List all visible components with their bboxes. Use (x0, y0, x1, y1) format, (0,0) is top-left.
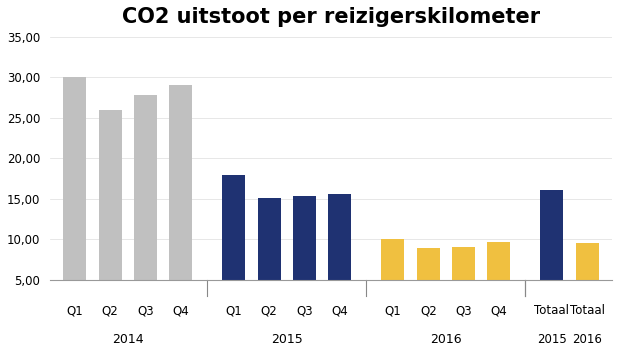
Text: 2014: 2014 (112, 334, 144, 346)
Text: Q1: Q1 (225, 304, 242, 317)
Bar (293, 196, 316, 280)
Text: Q3: Q3 (297, 304, 313, 317)
Text: Q1: Q1 (66, 304, 83, 317)
Text: Q4: Q4 (173, 304, 189, 317)
Text: Totaal: Totaal (534, 304, 569, 317)
Text: Totaal: Totaal (570, 304, 605, 317)
Text: Q2: Q2 (420, 304, 436, 317)
Bar (417, 247, 439, 280)
Text: 2016: 2016 (430, 334, 462, 346)
Bar (381, 239, 404, 280)
Text: 2016: 2016 (573, 334, 602, 346)
Bar (98, 110, 121, 280)
Text: Q2: Q2 (261, 304, 277, 317)
Title: CO2 uitstoot per reizigerskilometer: CO2 uitstoot per reizigerskilometer (122, 7, 540, 27)
Bar (329, 194, 352, 280)
Text: Q3: Q3 (137, 304, 154, 317)
Bar (222, 175, 245, 280)
Bar (576, 243, 599, 280)
Text: Q1: Q1 (384, 304, 401, 317)
Text: Q4: Q4 (332, 304, 348, 317)
Bar (170, 85, 193, 280)
Bar (452, 247, 475, 280)
Bar (540, 190, 563, 280)
Text: 2015: 2015 (271, 334, 303, 346)
Bar (63, 77, 86, 280)
Text: Q2: Q2 (102, 304, 118, 317)
Text: Q3: Q3 (456, 304, 472, 317)
Text: Q4: Q4 (491, 304, 508, 317)
Bar (487, 242, 511, 280)
Bar (134, 95, 157, 280)
Text: 2015: 2015 (537, 334, 567, 346)
Bar (258, 198, 280, 280)
